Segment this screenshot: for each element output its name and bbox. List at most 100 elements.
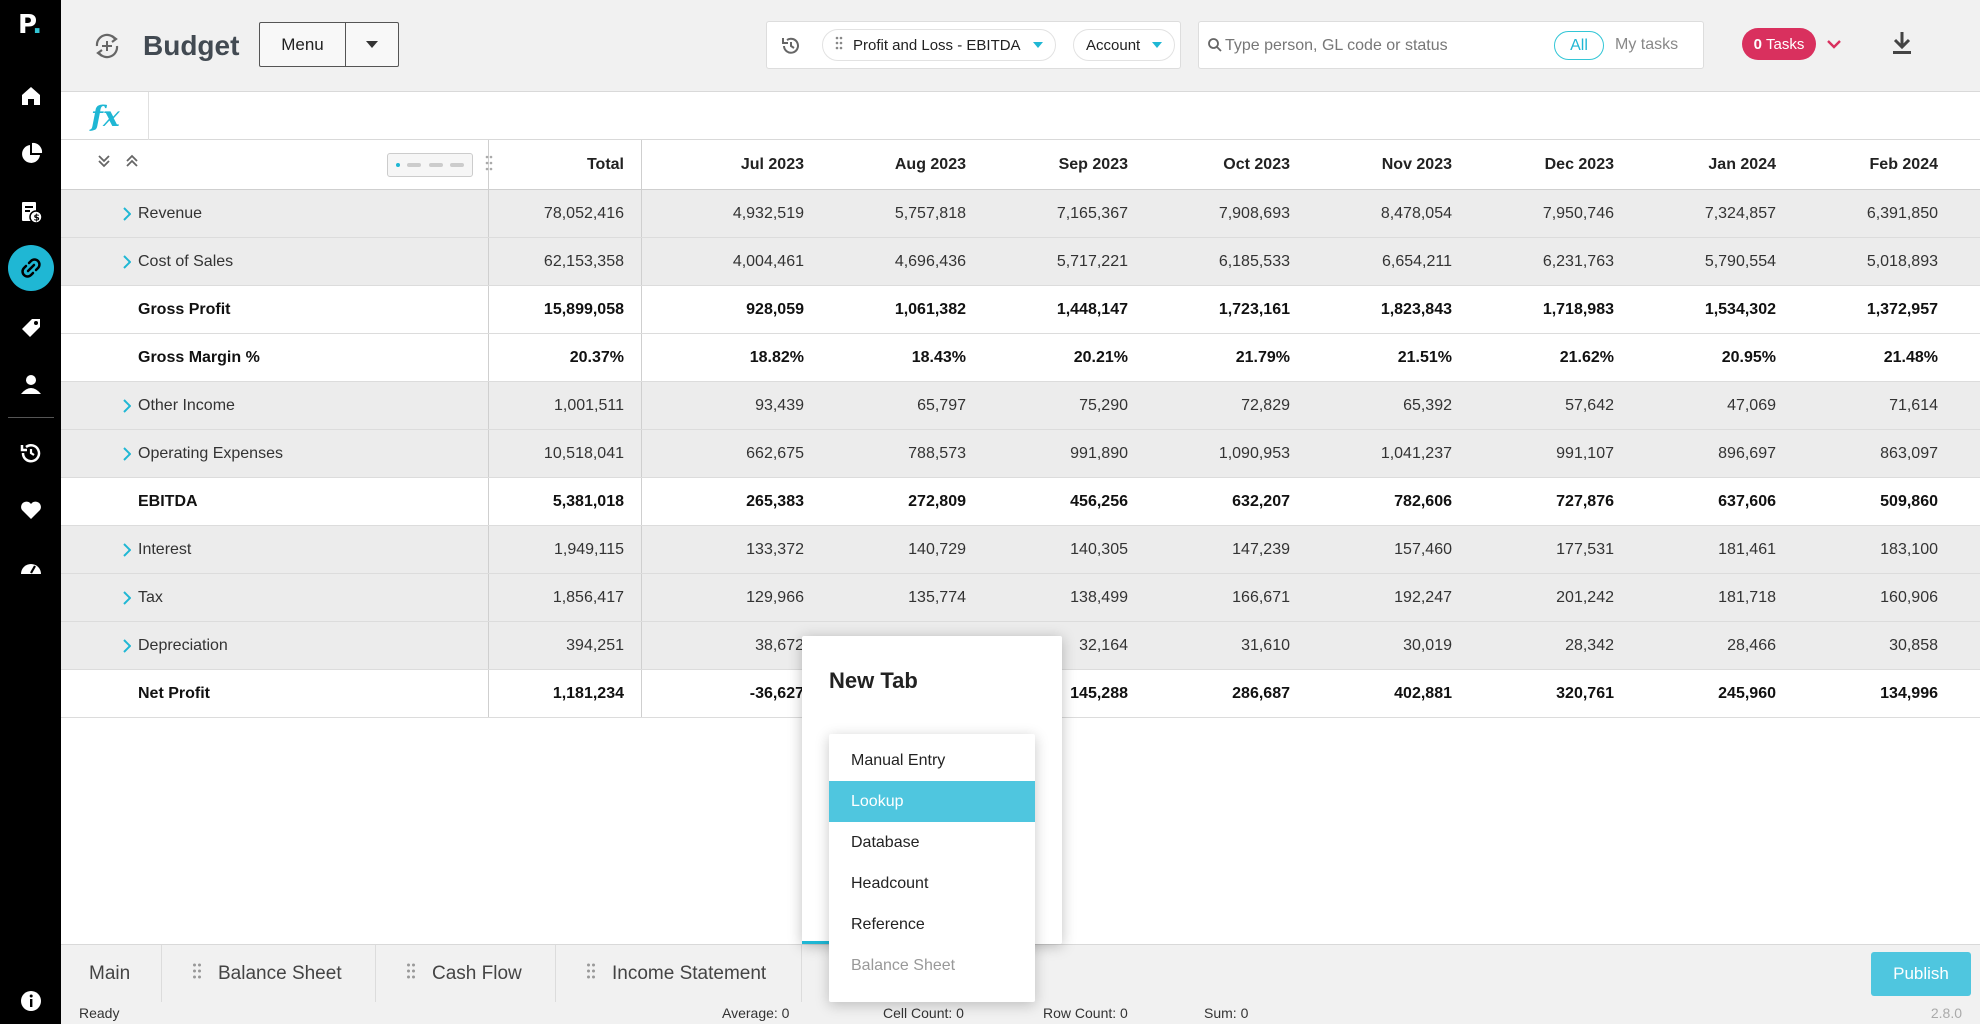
column-header-month[interactable]: Nov 2023 (1381, 155, 1452, 173)
value-cell[interactable]: 47,069 (1727, 396, 1776, 414)
value-cell[interactable]: 5,717,221 (1056, 252, 1128, 270)
value-cell[interactable]: 509,860 (1880, 492, 1938, 510)
budget-doc-icon[interactable]: $ (15, 196, 47, 228)
column-header-month[interactable]: Dec 2023 (1544, 155, 1614, 173)
value-cell[interactable]: 928,059 (746, 300, 804, 318)
value-cell[interactable]: 30,858 (1889, 636, 1938, 654)
chevron-right-icon[interactable] (123, 591, 132, 605)
filter-all-toggle[interactable]: All (1554, 31, 1604, 60)
value-cell[interactable]: 632,207 (1232, 492, 1290, 510)
value-cell[interactable]: 7,165,367 (1056, 204, 1128, 222)
heart-icon[interactable] (15, 494, 47, 526)
table-row[interactable]: Interest 1,949,115 133,372 140,729 140,305 14… (61, 526, 1980, 574)
value-cell[interactable]: 71,614 (1889, 396, 1938, 414)
value-cell[interactable]: 1,041,237 (1380, 444, 1452, 462)
download-icon[interactable] (1891, 30, 1913, 61)
app-logo[interactable]: P. (18, 10, 43, 40)
history-icon[interactable] (15, 437, 47, 469)
tag-icon[interactable] (15, 312, 47, 344)
value-cell[interactable]: 991,890 (1070, 444, 1128, 462)
column-header-month[interactable]: Sep 2023 (1058, 155, 1128, 173)
column-header-month[interactable]: Aug 2023 (894, 155, 966, 173)
value-cell[interactable]: 265,383 (746, 492, 804, 510)
value-cell[interactable]: 65,797 (917, 396, 966, 414)
value-cell[interactable]: 286,687 (1232, 684, 1290, 702)
chevron-right-icon[interactable] (123, 543, 132, 557)
table-row[interactable]: EBITDA 5,381,018 265,383 272,809 456,256 632,… (61, 478, 1980, 526)
value-cell[interactable]: 8,478,054 (1380, 204, 1452, 222)
total-cell[interactable]: 1,001,511 (489, 382, 642, 429)
value-cell[interactable]: 863,097 (1880, 444, 1938, 462)
total-cell[interactable]: 1,181,234 (489, 670, 642, 717)
value-cell[interactable]: 133,372 (746, 540, 804, 558)
publish-button[interactable]: Publish (1871, 952, 1971, 996)
chevron-down-icon[interactable] (1826, 36, 1842, 54)
value-cell[interactable]: 93,439 (755, 396, 804, 414)
table-row[interactable]: Gross Margin % 20.37% 18.82% 18.43% 20.21% 21… (61, 334, 1980, 382)
row-label-cell[interactable]: Other Income (61, 382, 489, 429)
table-row[interactable]: Gross Profit 15,899,058 928,059 1,061,382 1,… (61, 286, 1980, 334)
drag-handle-icon[interactable] (192, 963, 202, 985)
total-cell[interactable]: 1,856,417 (489, 574, 642, 621)
refresh-plan-icon[interactable] (91, 30, 123, 62)
value-cell[interactable]: 20.95% (1721, 348, 1776, 366)
value-cell[interactable]: 181,718 (1718, 588, 1776, 606)
value-cell[interactable]: 1,372,957 (1866, 300, 1938, 318)
row-label-cell[interactable]: Tax (61, 574, 489, 621)
expand-all-icon[interactable] (97, 154, 111, 173)
value-cell[interactable]: 65,392 (1403, 396, 1452, 414)
table-row[interactable]: Cost of Sales 62,153,358 4,004,461 4,696,43… (61, 238, 1980, 286)
value-cell[interactable]: 28,466 (1727, 636, 1776, 654)
home-icon[interactable] (15, 80, 47, 112)
row-label-cell[interactable]: Cost of Sales (61, 238, 489, 285)
link-icon[interactable] (8, 245, 54, 291)
chevron-right-icon[interactable] (123, 399, 132, 413)
value-cell[interactable]: 991,107 (1556, 444, 1614, 462)
value-cell[interactable]: 140,305 (1070, 540, 1128, 558)
tab-balance-sheet[interactable]: Balance Sheet (162, 945, 376, 1003)
row-label-cell[interactable]: Interest (61, 526, 489, 573)
value-cell[interactable]: 72,829 (1241, 396, 1290, 414)
value-cell[interactable]: 21.51% (1397, 348, 1452, 366)
value-cell[interactable]: 1,061,382 (894, 300, 966, 318)
value-cell[interactable]: 6,654,211 (1382, 252, 1452, 270)
density-toggle[interactable] (387, 153, 473, 177)
value-cell[interactable]: 782,606 (1394, 492, 1452, 510)
value-cell[interactable]: 6,185,533 (1218, 252, 1290, 270)
value-cell[interactable]: 31,610 (1241, 636, 1290, 654)
value-cell[interactable]: 192,247 (1394, 588, 1452, 606)
column-header-month[interactable]: Jul 2023 (740, 155, 804, 173)
value-cell[interactable]: 1,718,983 (1542, 300, 1614, 318)
filter-my-tasks-toggle[interactable]: My tasks (1615, 36, 1679, 53)
value-cell[interactable]: 7,324,857 (1704, 204, 1776, 222)
value-cell[interactable]: 788,573 (908, 444, 966, 462)
total-cell[interactable]: 394,251 (489, 622, 642, 669)
value-cell[interactable]: 4,696,436 (894, 252, 966, 270)
table-row[interactable]: Tax 1,856,417 129,966 135,774 138,499 166,671… (61, 574, 1980, 622)
pie-chart-icon[interactable] (15, 138, 47, 170)
value-cell[interactable]: 21.79% (1235, 348, 1290, 366)
value-cell[interactable]: 1,448,147 (1056, 300, 1128, 318)
row-label-cell[interactable]: Operating Expenses (61, 430, 489, 477)
value-cell[interactable]: 4,932,519 (732, 204, 804, 222)
table-row[interactable]: Revenue 78,052,416 4,932,519 5,757,818 7,165… (61, 190, 1980, 238)
menu-button[interactable]: Menu (260, 23, 346, 66)
value-cell[interactable]: 157,460 (1394, 540, 1452, 558)
chevron-down-icon[interactable] (346, 23, 398, 66)
total-cell[interactable]: 62,153,358 (489, 238, 642, 285)
value-cell[interactable]: 18.43% (911, 348, 966, 366)
value-cell[interactable]: 662,675 (746, 444, 804, 462)
value-cell[interactable]: 140,729 (908, 540, 966, 558)
dashboard-icon[interactable] (15, 552, 47, 584)
value-cell[interactable]: 28,342 (1565, 636, 1614, 654)
dropdown-option-reference[interactable]: Reference (851, 915, 925, 933)
info-icon[interactable] (15, 985, 47, 1017)
dropdown-option-database[interactable]: Database (851, 833, 920, 851)
total-cell[interactable]: 15,899,058 (489, 286, 642, 333)
table-row[interactable]: Other Income 1,001,511 93,439 65,797 75,290 7… (61, 382, 1980, 430)
value-cell[interactable]: 129,966 (746, 588, 804, 606)
value-cell[interactable]: 1,534,302 (1704, 300, 1776, 318)
row-label-cell[interactable]: Gross Margin % (61, 334, 489, 381)
value-cell[interactable]: 181,461 (1718, 540, 1776, 558)
drag-handle-icon[interactable] (406, 963, 416, 985)
